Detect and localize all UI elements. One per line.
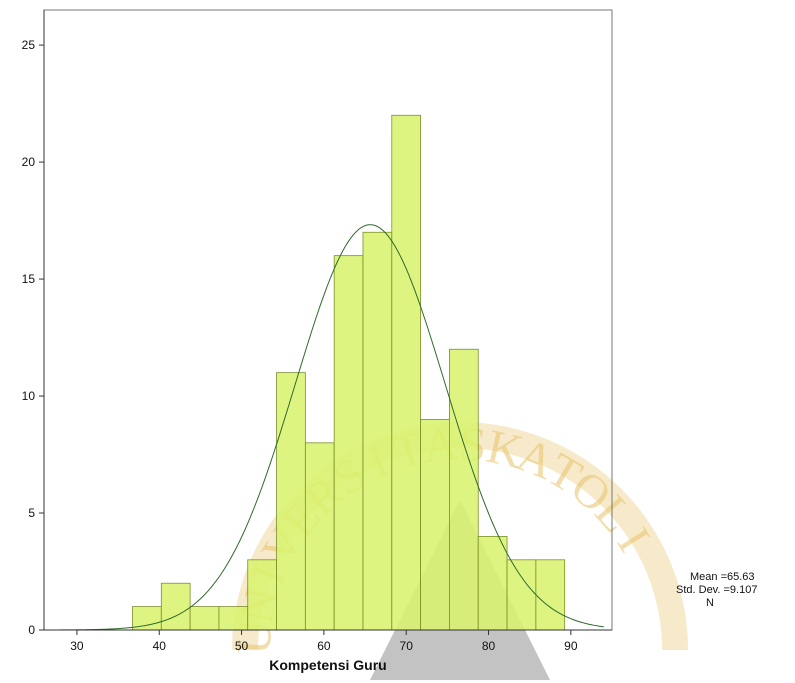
y-tick-label: 20 — [22, 155, 36, 169]
normal-distribution-curve — [60, 224, 604, 631]
y-axis-ticks: 0 5 10 15 20 25 — [22, 38, 44, 637]
y-tick-label: 15 — [22, 272, 36, 286]
stats-n: N — [706, 597, 714, 609]
x-tick-label: 50 — [235, 639, 249, 653]
x-tick-label: 30 — [70, 639, 84, 653]
x-tick-label: 60 — [317, 639, 331, 653]
histogram-bar — [333, 255, 364, 631]
histogram-bar — [189, 606, 220, 631]
histogram-bar — [391, 114, 422, 631]
histogram-bar — [535, 559, 566, 631]
x-axis-label: Kompetensi Guru — [269, 657, 386, 673]
histogram-bars — [132, 114, 566, 631]
histogram-bar — [247, 559, 277, 631]
x-axis-ticks: 30 40 50 60 70 80 90 — [70, 630, 578, 653]
stats-mean: Mean =65.63 — [690, 571, 755, 583]
histogram-bar — [218, 606, 249, 631]
x-tick-label: 40 — [153, 639, 167, 653]
histogram-bar — [420, 419, 450, 631]
histogram-bar — [506, 559, 537, 631]
histogram-bar — [362, 231, 393, 631]
x-tick-label: 80 — [482, 639, 496, 653]
y-tick-label: 5 — [28, 506, 35, 520]
histogram-bar — [304, 442, 335, 631]
y-tick-label: 25 — [22, 38, 36, 52]
histogram-bar — [449, 348, 479, 631]
histogram-bar — [276, 372, 306, 631]
x-tick-label: 90 — [564, 639, 578, 653]
histogram-bar — [160, 582, 191, 631]
x-tick-label: 70 — [400, 639, 414, 653]
stats-std-dev: Std. Dev. =9.107 — [676, 584, 757, 596]
y-tick-label: 10 — [22, 389, 36, 403]
y-tick-label: 0 — [28, 623, 35, 637]
histogram-bar — [477, 536, 508, 631]
